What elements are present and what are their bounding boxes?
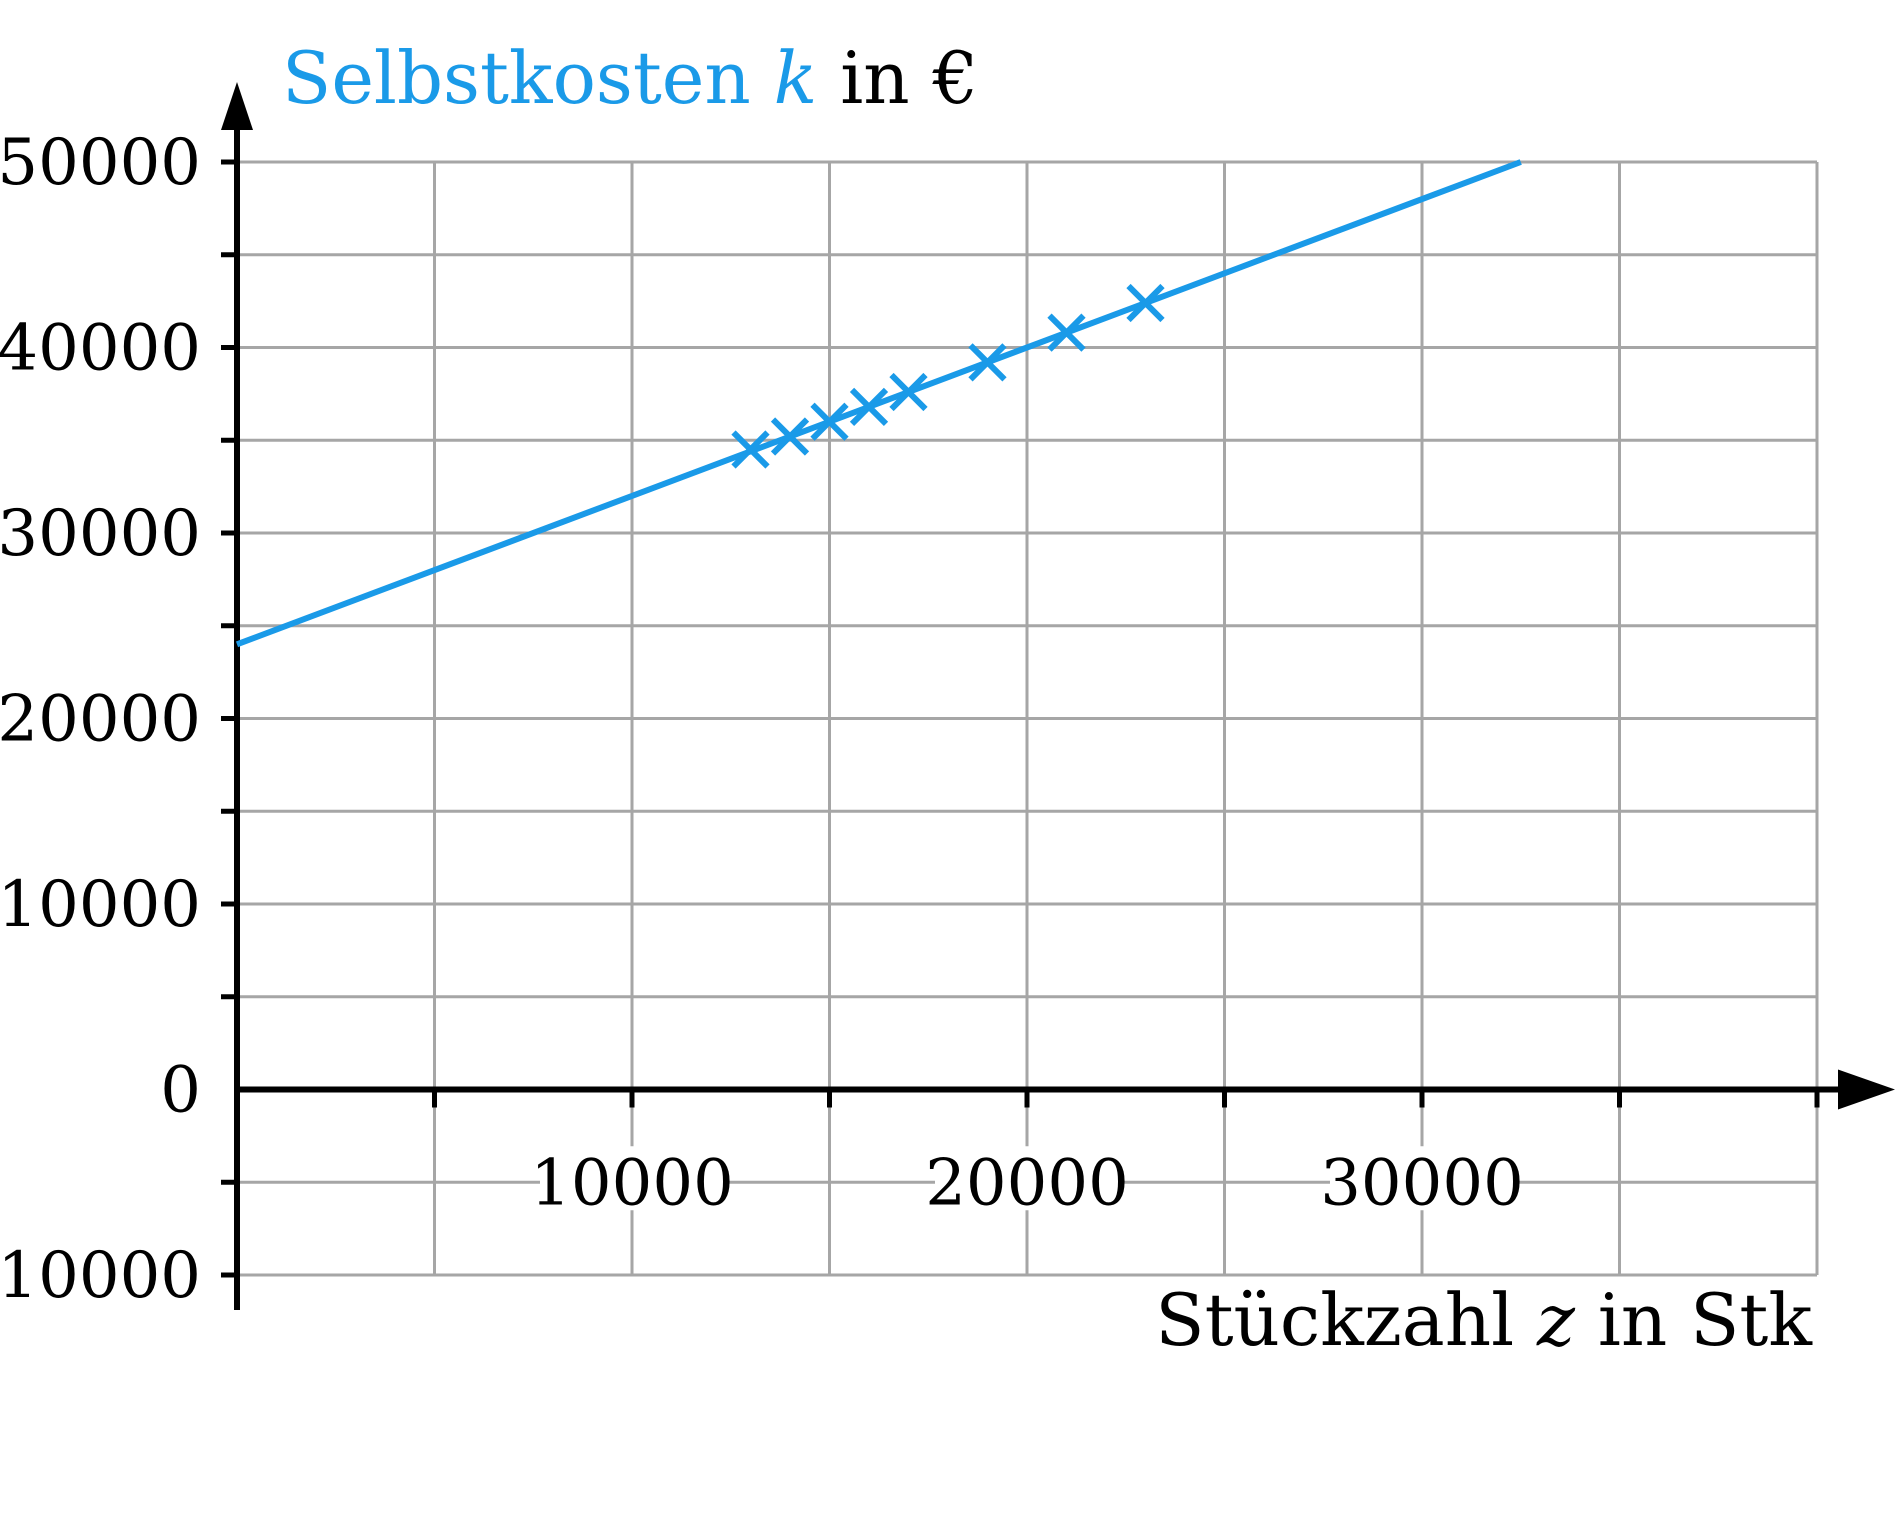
y-tick-label: 40000 [0, 312, 201, 386]
x-axis-title-prefix: Stückzahl [1155, 1278, 1537, 1362]
x-tick-label-bg [540, 1146, 724, 1211]
x-tick-label: 20000 [925, 1146, 1129, 1220]
grid [235, 160, 1819, 1277]
x-axis-title: Stückzahl z in Stk [1155, 1278, 1813, 1362]
data-point-marker [849, 387, 889, 426]
x-tick-label-bg [935, 1146, 1119, 1211]
x-tick-label: 10000 [530, 1146, 734, 1220]
data-point-marker [968, 343, 1007, 382]
marker-stroke [810, 402, 849, 441]
data-point-marker [731, 430, 770, 469]
y-axis-title-suffix: in € [817, 36, 978, 120]
data-point-marker [1047, 313, 1086, 352]
x-axis-title-suffix: in Stk [1575, 1278, 1813, 1362]
y-tick-label: 30000 [0, 497, 201, 571]
data-point-marker [770, 417, 810, 456]
marker-stroke [1126, 283, 1165, 323]
y-tick-label: 20000 [0, 683, 201, 757]
y-tick-label: 0 [160, 1054, 201, 1128]
data-point-marker [810, 402, 849, 441]
series [235, 159, 1522, 648]
axes [221, 82, 1895, 1310]
data-point-marker [889, 372, 928, 412]
x-axis-title-variable: z [1536, 1278, 1576, 1362]
marker-stroke [849, 387, 889, 426]
regression-line [235, 159, 1522, 648]
y-axis-title: Selbstkosten k in € [282, 36, 978, 120]
y-tick-label: 50000 [0, 126, 201, 200]
marker-stroke [889, 372, 928, 412]
marker-stroke [968, 343, 1007, 382]
x-tick-label-bg [1330, 1146, 1514, 1211]
x-axis-arrow-icon [1838, 1069, 1895, 1110]
marker-stroke [1047, 313, 1086, 352]
data-point-marker [1126, 283, 1165, 323]
y-axis-title-variable: k [774, 36, 818, 120]
marker-stroke [731, 430, 770, 469]
ticks: -10000 0 10000 20000 30000 40000 50000 10000 200… [0, 126, 1820, 1313]
y-axis-arrow-icon [221, 82, 253, 130]
x-tick-label: 30000 [1320, 1146, 1524, 1220]
marker-stroke [770, 417, 810, 456]
y-tick-label: -10000 [0, 1239, 201, 1313]
y-tick-label: 10000 [0, 868, 201, 942]
y-axis-title-prefix: Selbstkosten [282, 36, 774, 120]
